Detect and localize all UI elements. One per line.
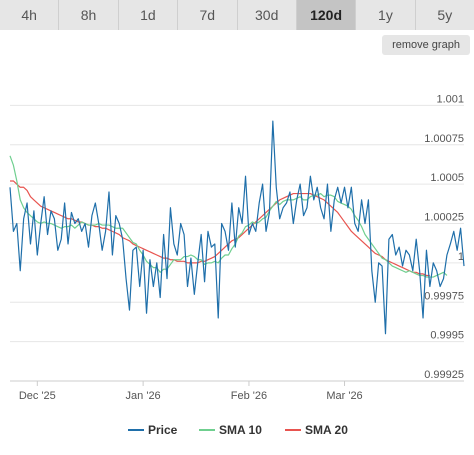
legend-item-price[interactable]: Price xyxy=(128,420,177,440)
price-chart: 1.001 1.00075 1.0005 1.00025 1 0.99975 0.9995 0… xyxy=(9,93,465,402)
y-tick-label: 1 xyxy=(458,251,464,263)
x-tick-label: Jan '26 xyxy=(126,390,161,402)
legend-swatch-sma10 xyxy=(199,429,215,431)
y-tick-label: 1.00075 xyxy=(424,133,464,145)
x-axis: Dec '25 Jan '26 Feb '26 Mar '26 xyxy=(10,380,464,402)
remove-graph-button[interactable]: remove graph xyxy=(382,35,470,55)
y-tick-label: 1.001 xyxy=(436,93,464,105)
tab-5y[interactable]: 5y xyxy=(415,0,474,30)
x-tick-label: Feb '26 xyxy=(231,390,267,402)
x-tick-label: Dec '25 xyxy=(19,390,56,402)
y-tick-label: 0.9995 xyxy=(430,330,464,342)
y-tick-label: 0.99975 xyxy=(424,290,464,302)
legend: Price SMA 10 SMA 20 xyxy=(0,420,474,440)
tab-1d[interactable]: 1d xyxy=(118,0,179,30)
time-range-tabs: 4h 8h 1d 7d 30d 120d 1y 5y xyxy=(0,0,474,30)
tab-7d[interactable]: 7d xyxy=(178,0,238,30)
y-tick-label: 1.00025 xyxy=(424,212,464,224)
legend-item-sma10[interactable]: SMA 10 xyxy=(199,420,262,440)
legend-label-sma20: SMA 20 xyxy=(305,423,348,437)
grid xyxy=(10,104,464,382)
tab-4h[interactable]: 4h xyxy=(0,0,60,30)
series xyxy=(9,120,465,335)
tab-1y[interactable]: 1y xyxy=(356,0,416,30)
legend-swatch-price xyxy=(128,429,144,431)
tab-8h[interactable]: 8h xyxy=(59,0,119,30)
legend-item-sma20[interactable]: SMA 20 xyxy=(285,420,348,440)
sma10-line xyxy=(9,155,448,278)
legend-label-sma10: SMA 10 xyxy=(219,423,262,437)
y-tick-label: 1.0005 xyxy=(430,172,464,184)
legend-label-price: Price xyxy=(148,423,178,437)
sma20-line xyxy=(10,180,430,277)
tab-30d[interactable]: 30d xyxy=(237,0,297,30)
tab-120d[interactable]: 120d xyxy=(296,0,357,30)
x-tick-label: Mar '26 xyxy=(326,390,362,402)
y-tick-label: 0.99925 xyxy=(424,369,464,381)
price-line xyxy=(9,120,465,335)
y-axis: 1.001 1.00075 1.0005 1.00025 1 0.99975 0.9995 0… xyxy=(424,93,464,381)
legend-swatch-sma20 xyxy=(285,429,301,431)
